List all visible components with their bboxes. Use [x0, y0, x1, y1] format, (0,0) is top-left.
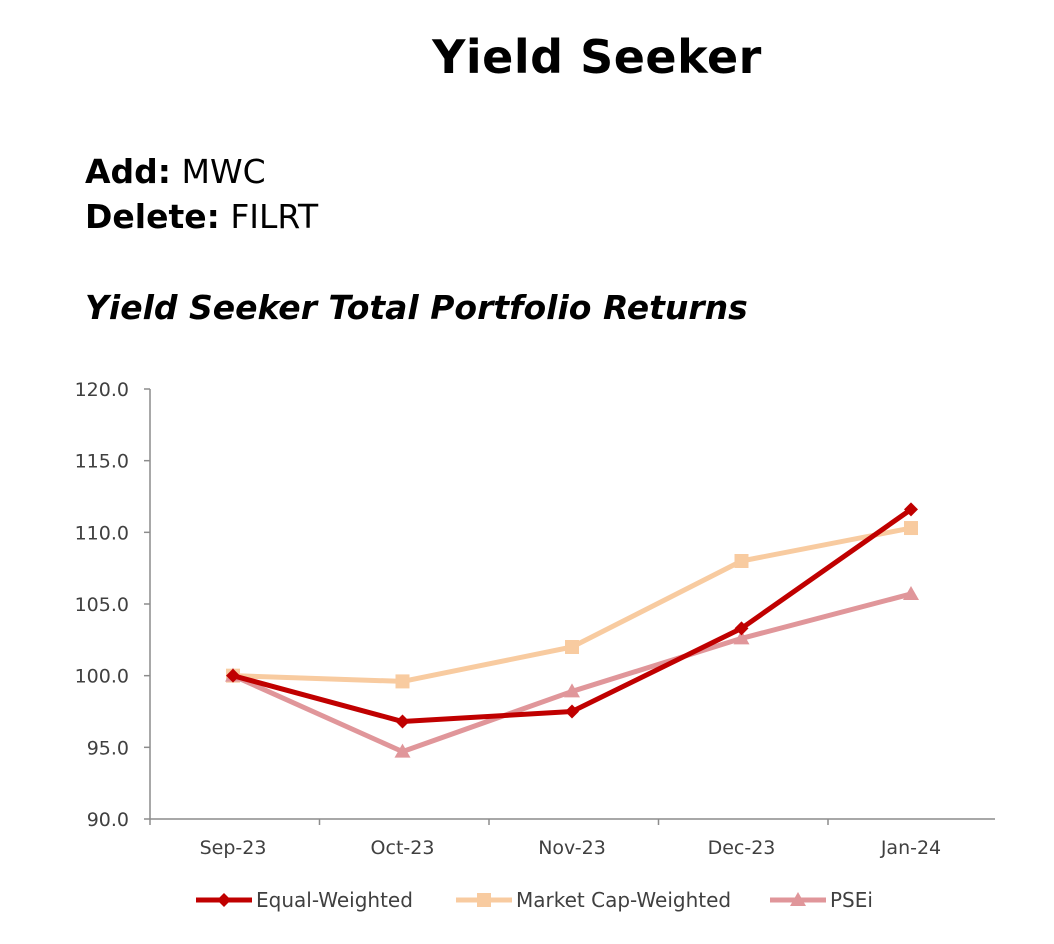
- add-label: Add:: [85, 152, 171, 191]
- data-point: [226, 668, 240, 683]
- data-point: [734, 554, 749, 568]
- add-line: Add: MWC: [85, 152, 266, 191]
- y-tick-label: 100.0: [75, 666, 129, 688]
- data-point: [564, 683, 580, 698]
- data-point: [904, 521, 918, 536]
- y-tick-label: 90.0: [87, 809, 129, 831]
- data-point: [477, 893, 491, 907]
- series-psei: [225, 585, 919, 758]
- chart-axes: 120.0 115.0 110.0 105.0 100.0 95.0 90.0 Sep-23 O…: [75, 379, 995, 859]
- data-point: [565, 640, 579, 654]
- data-point: [904, 502, 918, 517]
- delete-label: Delete:: [85, 197, 220, 236]
- data-point: [734, 621, 749, 636]
- data-point: [395, 714, 410, 729]
- series-line: [231, 591, 912, 755]
- data-point: [395, 674, 410, 689]
- x-tick-label: Jan-24: [880, 837, 941, 859]
- delete-line: Delete: FILRT: [85, 197, 318, 236]
- x-tick-label: Sep-23: [200, 837, 267, 859]
- y-tick-label: 115.0: [75, 451, 129, 473]
- legend-label: Market Cap-Weighted: [516, 888, 731, 912]
- data-point: [733, 630, 750, 645]
- add-value: MWC: [181, 152, 266, 191]
- chart-title: Yield Seeker Total Portfolio Returns: [85, 288, 748, 327]
- data-point: [790, 892, 806, 906]
- y-tick-label: 95.0: [87, 737, 129, 759]
- y-tick-label: 110.0: [75, 522, 129, 544]
- legend-item: Equal-Weighted: [196, 888, 413, 912]
- line-chart: 120.0 115.0 110.0 105.0 100.0 95.0 90.0 Sep-23 O…: [75, 379, 995, 912]
- series-market-cap-weighted: [226, 521, 918, 689]
- x-tick-label: Nov-23: [538, 837, 606, 859]
- series-equal-weighted: [226, 502, 918, 729]
- page-title: Yield Seeker: [432, 30, 762, 84]
- delete-value: FILRT: [230, 197, 319, 236]
- chart-series: [225, 502, 919, 758]
- x-tick-label: Dec-23: [708, 837, 776, 859]
- y-tick-label: 120.0: [75, 379, 129, 401]
- chart-legend: Equal-Weighted Market Cap-Weighted PSEi: [196, 888, 873, 912]
- legend-item: PSEi: [770, 888, 873, 912]
- data-point: [217, 893, 231, 907]
- data-point: [394, 743, 411, 758]
- legend-label: PSEi: [830, 888, 873, 912]
- legend-label: Equal-Weighted: [256, 888, 413, 912]
- series-line: [232, 525, 912, 684]
- data-point: [903, 585, 919, 600]
- x-tick-label: Oct-23: [371, 837, 435, 859]
- legend-item: Market Cap-Weighted: [456, 888, 731, 912]
- y-tick-label: 105.0: [75, 594, 129, 616]
- data-point: [565, 704, 579, 719]
